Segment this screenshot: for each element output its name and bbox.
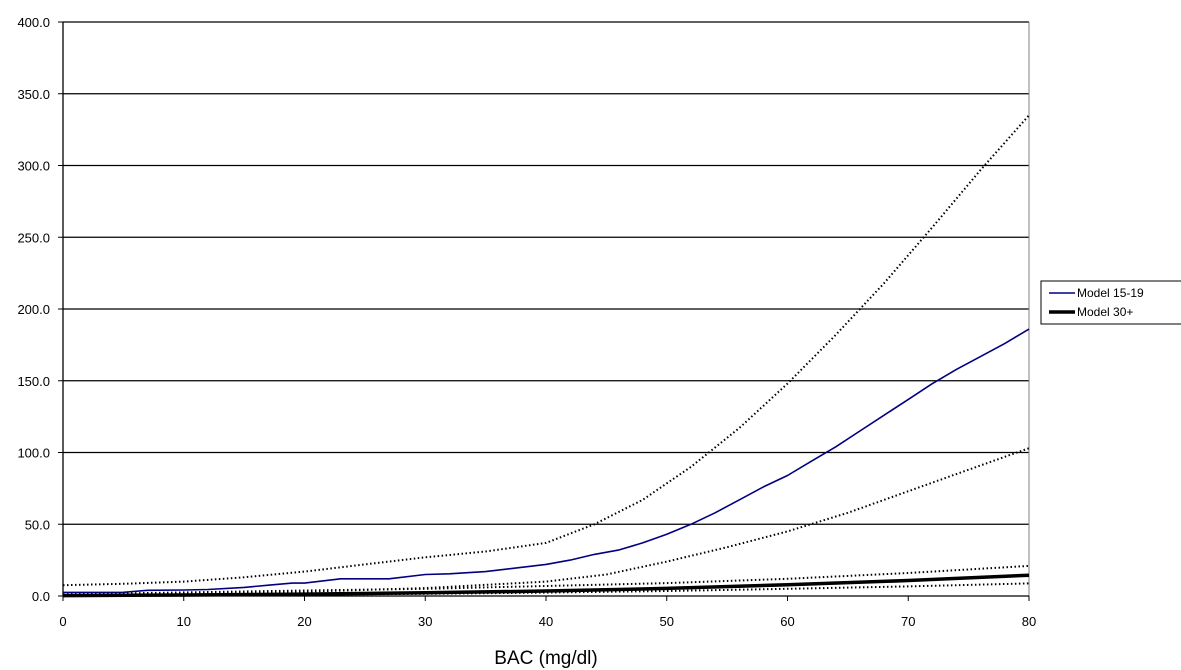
y-tick-label: 50.0 [25, 517, 50, 532]
series-line-band-4 [62, 564, 1030, 596]
x-tick-label: 50 [660, 614, 674, 629]
x-tick-label: 30 [418, 614, 432, 629]
series-line-band-2 [62, 114, 1030, 587]
x-tick-label: 40 [539, 614, 553, 629]
legend-box [1040, 280, 1181, 325]
series-line-band-3 [62, 447, 1030, 597]
y-tick-label: 400.0 [17, 15, 50, 30]
x-tick-label: 0 [59, 614, 66, 629]
legend-label: Model 15-19 [1077, 286, 1144, 300]
x-tick-label: 70 [901, 614, 915, 629]
x-tick-label: 60 [780, 614, 794, 629]
series-line-model-15-19 [62, 328, 1030, 594]
y-tick-label: 200.0 [17, 302, 50, 317]
y-tick-label: 250.0 [17, 230, 50, 245]
gridlines [63, 21, 1029, 525]
y-tick-label: 0.0 [32, 589, 50, 604]
series-line-band-5 [62, 582, 1030, 597]
axes [58, 21, 1030, 601]
x-axis-title: BAC (mg/dl) [494, 648, 597, 669]
legend: Model 15-19 Model 30+ [1040, 280, 1181, 325]
tick-labels: 0.050.0100.0150.0200.0250.0300.0350.0400… [17, 15, 1036, 629]
x-tick-label: 80 [1022, 614, 1036, 629]
y-tick-label: 100.0 [17, 446, 50, 461]
series-lines [62, 114, 1030, 598]
y-tick-label: 350.0 [17, 87, 50, 102]
x-tick-label: 20 [297, 614, 311, 629]
legend-label: Model 30+ [1077, 305, 1133, 319]
y-tick-label: 300.0 [17, 159, 50, 174]
y-tick-label: 150.0 [17, 374, 50, 389]
x-tick-label: 10 [177, 614, 191, 629]
